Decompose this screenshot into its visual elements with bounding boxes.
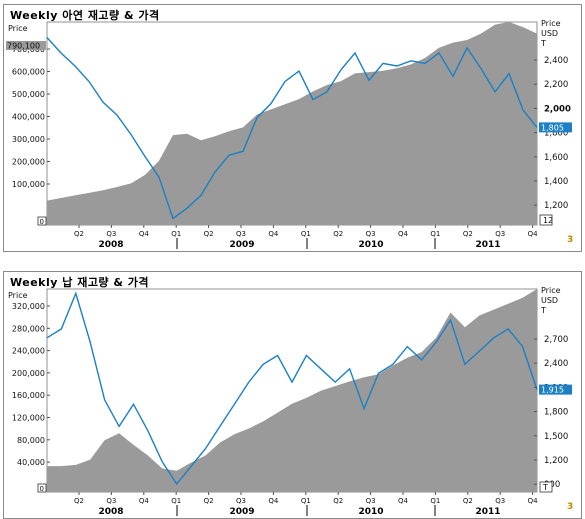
quarter-label: Q1 [301,497,311,505]
quarter-label: Q2 [463,497,473,505]
quarter-label: Q3 [366,230,376,238]
right-tick-label: 1,500 [544,432,568,442]
left-tick-label: 200,000 [12,369,45,378]
quarter-label: Q3 [495,230,505,238]
source-mark: 3 [567,502,573,512]
right-axis-label: T [540,306,546,315]
bottom-right-marker-box [539,481,553,493]
quarter-label: Q4 [139,230,150,238]
quarter-label: Q2 [333,497,343,505]
quarter-label: Q3 [366,497,376,505]
year-label: 2010 [358,507,383,517]
quarter-label: Q1 [301,230,311,238]
year-label: 2009 [229,507,254,517]
price-line [46,37,538,220]
quarter-label: Q2 [204,230,214,238]
quarter-label: Q1 [171,497,181,505]
quarter-label: Q2 [204,497,214,505]
year-label: 2009 [229,240,254,250]
quarter-label: Q4 [528,230,539,238]
right-tick-label: 1,200 [544,456,568,466]
bottom-right-marker: T [542,483,548,492]
quarter-label: Q2 [74,230,84,238]
bottom-left-marker: 0 [40,485,44,493]
right-tick-label: 2,400 [544,56,568,66]
left-tick-label: 80,000 [17,436,45,445]
last-value-badge-box [539,122,572,133]
inventory-area [47,22,537,225]
quarter-label: Q4 [268,230,279,238]
quarter-label: Q4 [528,497,539,505]
year-label: 2008 [98,240,123,250]
year-label: 2010 [358,240,383,250]
right-tick-label: 1,200 [544,201,568,211]
source-mark: 3 [567,235,573,245]
quarter-label: Q3 [236,497,246,505]
zinc-chart: Price700,000600,000500,000400,000300,000… [6,19,573,250]
right-tick-label: 1,800 [544,129,568,139]
left-tick-label: 200,000 [12,158,45,167]
right-tick-label: 2,200 [544,80,568,90]
bottom-left-marker: 0 [40,218,44,226]
quarter-label: Q2 [74,497,84,505]
chart-title: Weekly 납 재고량 & 가격 [10,276,150,289]
left-tick-label: 400,000 [12,113,45,122]
right-axis-label: USD [541,29,558,38]
quarter-label: Q2 [463,230,473,238]
left-axis-label: Price [8,291,28,300]
right-tick-label: 1,400 [544,177,568,187]
year-label: 2011 [475,240,500,250]
left-top-marker-box [6,41,46,50]
quarter-label: Q3 [106,230,116,238]
left-tick-label: 600,000 [12,68,45,77]
left-tick-label: 40,000 [17,458,45,467]
quarter-label: Q3 [495,497,505,505]
quarter-label: Q1 [171,230,181,238]
inventory-area [47,289,537,492]
quarter-label: Q3 [236,230,246,238]
left-tick-label: 100,000 [12,180,45,189]
right-tick-label: 1,800 [544,408,568,418]
right-tick-label: 2,700 [544,335,568,345]
left-tick-label: 320,000 [12,302,45,311]
chart-title: Weekly 아연 재고량 & 가격 [10,9,160,22]
quarter-label: Q4 [398,497,409,505]
quarter-label: Q2 [333,230,343,238]
price-line [46,291,538,486]
bottom-left-marker-box [37,483,47,493]
right-tick-label: 2,000 [544,104,571,114]
quarter-label: Q4 [398,230,409,238]
bottom-right-marker: 12 [543,216,553,225]
year-label: 2011 [475,507,500,517]
lead-chart: Price 320,000 280,000 240,000 200,000 160,000… [8,286,573,517]
quarter-label: Q1 [430,497,440,505]
right-axis-label: T [540,39,546,48]
right-tick-label: 2,400 [544,359,568,369]
left-tick-label: 500,000 [12,90,45,99]
left-axis-label: Price [8,24,28,33]
quarter-label: Q4 [139,497,150,505]
right-axis-label: Price [541,286,561,295]
zinc-chart-panel: Weekly 아연 재고량 & 가격 Price700,000600,00050… [3,4,582,252]
left-tick-label: 160,000 [12,391,45,400]
quarter-label: Q3 [106,497,116,505]
last-value-badge-box [539,384,572,395]
right-tick-label: 1,600 [544,153,568,163]
quarter-label: Q1 [430,230,440,238]
left-tick-label: 240,000 [12,347,45,356]
left-tick-label: 280,000 [12,324,45,333]
last-value-badge: 1,805 [541,123,564,132]
right-axis-label: Price [541,19,561,28]
lead-chart-panel: Weekly 납 재고량 & 가격 Price 320,000 280,000 240… [3,271,582,519]
year-label: 2008 [98,507,123,517]
left-top-marker: 790,100 [7,42,40,51]
left-tick-label: 120,000 [12,414,45,423]
right-axis-label: USD [541,296,558,305]
bottom-left-marker-box [37,216,47,226]
last-value-badge: 1,915 [541,386,564,395]
quarter-label: Q4 [268,497,279,505]
bottom-right-marker-box [539,214,553,226]
left-tick-label: 300,000 [12,135,45,144]
